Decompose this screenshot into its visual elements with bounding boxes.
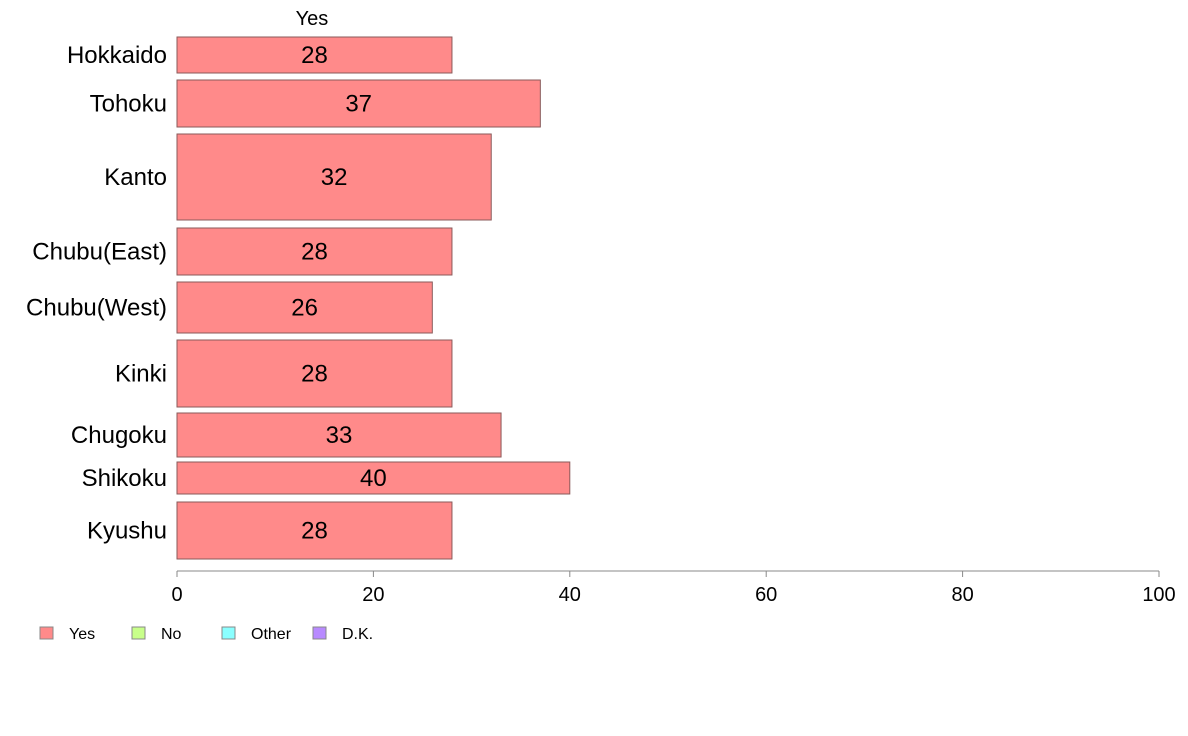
bar-hokkaido [176, 36, 453, 74]
legend-swatch-yes [39, 626, 54, 640]
category-label: Chubu(West) [26, 295, 167, 322]
legend: Yes No Other D.K. [39, 626, 373, 643]
value-label: 28 [301, 518, 328, 545]
value-label: 26 [291, 295, 318, 322]
x-tick-label: 60 [755, 584, 777, 606]
bar-kyushu [176, 501, 453, 560]
value-label: 28 [301, 239, 328, 266]
category-label: Kyushu [87, 518, 167, 545]
bar-tohoku [176, 79, 541, 128]
bar-kanto [176, 133, 492, 221]
legend-swatch-other [221, 626, 236, 640]
category-label: Kanto [104, 164, 167, 191]
value-label: 32 [321, 164, 348, 191]
legend-label: D.K. [342, 626, 373, 643]
x-axis: 0 20 40 60 80 100 [171, 570, 1176, 606]
category-label: Shikoku [82, 465, 167, 492]
bar-chubu-east- [176, 227, 453, 276]
x-tick-label: 100 [1142, 584, 1175, 606]
header-layer: Yes [296, 8, 329, 30]
category-label: Hokkaido [67, 42, 167, 69]
category-label: Kinki [115, 361, 167, 388]
value-label: 33 [326, 422, 353, 449]
legend-label: No [161, 626, 182, 643]
category-label: Chubu(East) [32, 239, 167, 266]
x-tick-label: 80 [951, 584, 973, 606]
x-tick-label: 0 [171, 584, 182, 606]
x-tick-label: 40 [559, 584, 581, 606]
bar-chubu-west- [176, 281, 433, 334]
legend-swatch-d-k- [312, 626, 327, 640]
category-labels: Hokkaido Tohoku Kanto Chubu(East) Chubu(West… [26, 42, 167, 545]
bar-header-label: Yes [296, 8, 329, 30]
bar-kinki [176, 339, 453, 408]
category-label: Tohoku [90, 91, 167, 118]
value-label: 37 [345, 91, 372, 118]
value-label: 40 [360, 465, 387, 492]
legend-swatch-no [131, 626, 146, 640]
category-label: Chugoku [71, 422, 167, 449]
value-label: 28 [301, 361, 328, 388]
value-label: 28 [301, 42, 328, 69]
bar-chugoku [176, 412, 502, 458]
value-labels: 28 37 32 28 26 28 33 40 28 [291, 42, 386, 545]
bars-layer [176, 36, 571, 560]
bar-shikoku [176, 461, 571, 495]
legend-label: Other [251, 626, 292, 643]
legend-label: Yes [69, 626, 95, 643]
x-tick-label: 20 [362, 584, 384, 606]
